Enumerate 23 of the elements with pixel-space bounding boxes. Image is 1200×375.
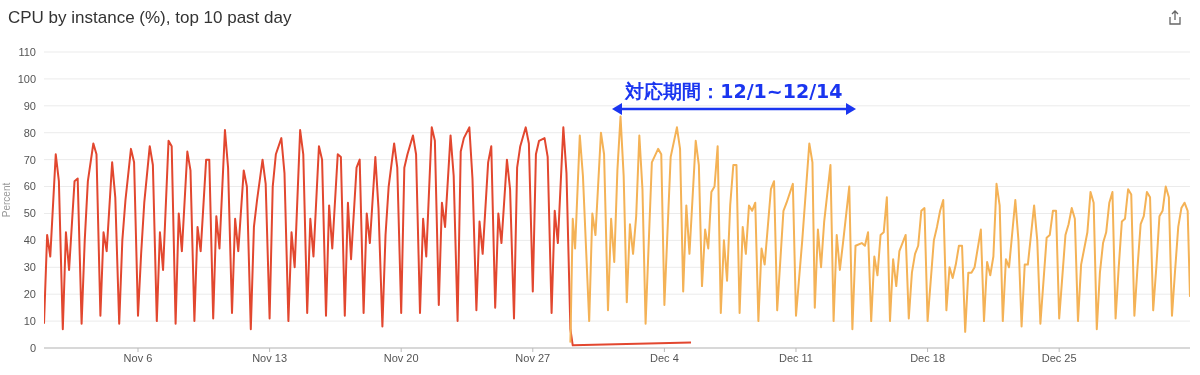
y-axis-title: Percent [0,182,12,218]
x-tick-label: Nov 6 [123,351,153,364]
y-tick-label: 50 [23,207,36,220]
y-tick-label: 90 [23,99,36,112]
y-tick-label: 80 [23,126,36,139]
y-tick-label: 40 [23,234,36,247]
y-tick-label: 60 [23,180,36,193]
annotation: 対応期間：12/1~12/14 [623,79,844,104]
x-tick-label: Dec 18 [910,351,946,364]
x-tick-label: Nov 20 [383,351,419,364]
x-tick-label: Dec 11 [778,351,814,364]
y-tick-label: 110 [18,45,36,58]
y-tick-label: 70 [23,153,36,166]
y-tick-label: 100 [17,72,36,85]
y-tick-label: 20 [23,288,36,301]
y-tick-label: 30 [23,261,36,274]
x-tick-label: Dec 4 [650,351,679,364]
chart-title: CPU by instance (%), top 10 past day [8,8,292,28]
x-tick-label: Dec 25 [1041,351,1077,364]
x-tick-label: Nov 27 [515,351,551,364]
x-tick-label: Nov 13 [252,351,288,364]
y-tick-label: 0 [29,341,36,354]
y-tick-label: 10 [23,315,36,327]
